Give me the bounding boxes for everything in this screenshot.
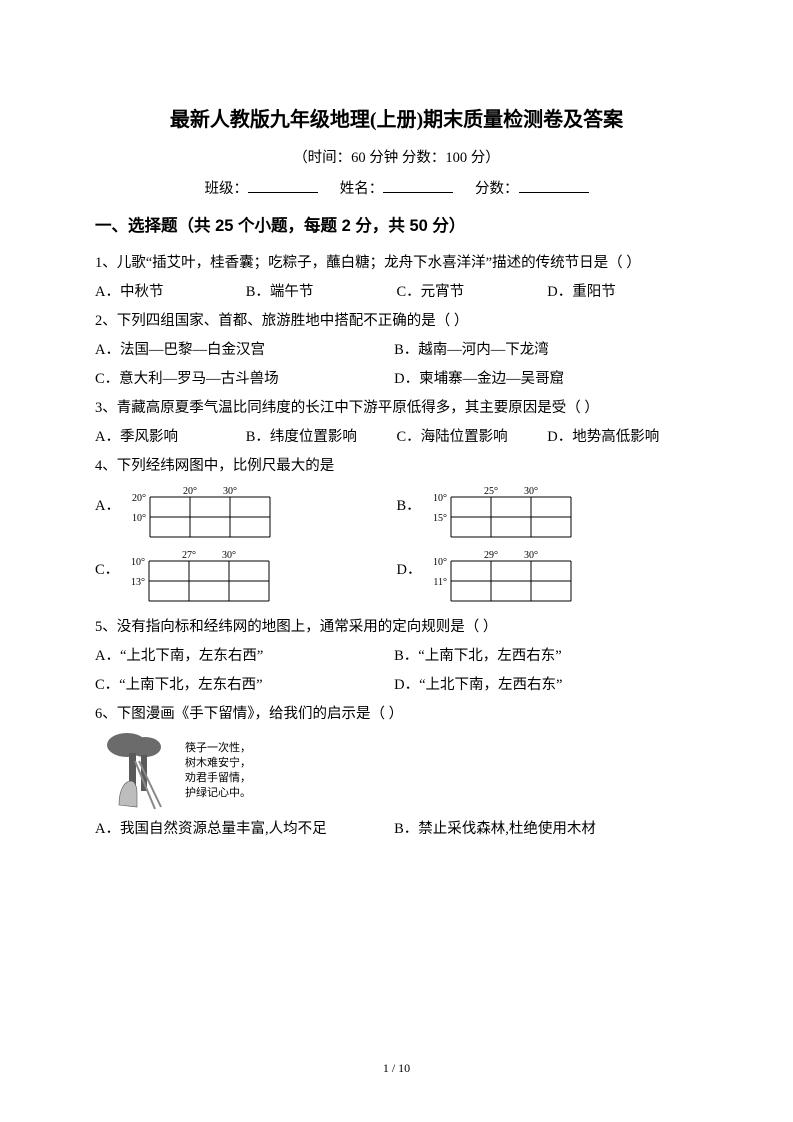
q1-opt-b[interactable]: B．端午节	[246, 278, 397, 307]
svg-text:25°: 25°	[484, 486, 498, 497]
svg-text:10°: 10°	[131, 557, 145, 568]
svg-text:15°: 15°	[433, 513, 447, 524]
q5-opt-a[interactable]: A．“上北下南，左东右西”	[95, 642, 390, 671]
page-title: 最新人教版九年级地理(上册)期末质量检测卷及答案	[95, 100, 698, 140]
score-label: 分数：	[475, 181, 519, 197]
svg-text:10°: 10°	[433, 493, 447, 504]
q1-opt-a[interactable]: A．中秋节	[95, 278, 246, 307]
svg-text:30°: 30°	[223, 486, 237, 497]
class-label: 班级：	[205, 181, 249, 197]
subtitle: （时间：60 分钟 分数：100 分）	[95, 144, 698, 173]
name-blank[interactable]	[383, 176, 453, 193]
svg-text:10°: 10°	[132, 513, 146, 524]
cartoon-icon	[105, 731, 171, 811]
q5-options: A．“上北下南，左东右西” B．“上南下北，左西右东” C．“上南下北，左东右西…	[95, 642, 698, 700]
svg-text:30°: 30°	[524, 550, 538, 561]
q2-options: A．法国—巴黎—白金汉宫 B．越南—河内—下龙湾 C．意大利—罗马—古斗兽场 D…	[95, 336, 698, 394]
class-blank[interactable]	[248, 176, 318, 193]
grid-b: 25° 30° 10° 15°	[429, 485, 579, 543]
q1-text: 1、儿歌“插艾叶，桂香囊；吃粽子，蘸白糖；龙舟下水喜洋洋”描述的传统节日是（ ）	[95, 249, 698, 278]
q6-opt-b[interactable]: B．禁止采伐森林,杜绝使用木材	[394, 815, 689, 844]
score-blank[interactable]	[519, 176, 589, 193]
q2-text: 2、下列四组国家、首都、旅游胜地中搭配不正确的是（ ）	[95, 307, 698, 336]
cartoon-caption: 筷子一次性，树木难安宁，劝君手留情，护绿记心中。	[185, 741, 251, 800]
svg-text:30°: 30°	[524, 486, 538, 497]
q4-opt-c[interactable]: C． 27° 30° 10° 13°	[95, 549, 397, 607]
grid-c: 27° 30° 10° 13°	[127, 549, 277, 607]
q4-a-label: A．	[95, 492, 120, 543]
grid-d: 29° 30° 10° 11°	[429, 549, 579, 607]
page-number: 1 / 10	[0, 1056, 793, 1080]
q3-options: A．季风影响 B．纬度位置影响 C．海陆位置影响 D．地势高低影响	[95, 423, 698, 452]
q3-opt-b[interactable]: B．纬度位置影响	[246, 423, 397, 452]
q4-opt-b[interactable]: B． 25° 30° 10° 15°	[397, 485, 699, 543]
q4-row-1: A． 20° 30° 20° 10° B． 25° 30° 10° 15°	[95, 485, 698, 543]
q5-opt-d[interactable]: D．“上北下南，左西右东”	[394, 671, 689, 700]
q3-opt-a[interactable]: A．季风影响	[95, 423, 246, 452]
q2-opt-c[interactable]: C．意大利—罗马—古斗兽场	[95, 365, 390, 394]
q2-opt-b[interactable]: B．越南—河内—下龙湾	[394, 336, 689, 365]
q3-opt-c[interactable]: C．海陆位置影响	[397, 423, 548, 452]
q4-opt-a[interactable]: A． 20° 30° 20° 10°	[95, 485, 397, 543]
section-1-heading: 一、选择题（共 25 个小题，每题 2 分，共 50 分）	[95, 210, 698, 243]
grid-a: 20° 30° 20° 10°	[128, 485, 278, 543]
svg-text:20°: 20°	[183, 486, 197, 497]
q1-opt-c[interactable]: C．元宵节	[397, 278, 548, 307]
q6-opt-a[interactable]: A．我国自然资源总量丰富,人均不足	[95, 815, 390, 844]
q1-options: A．中秋节 B．端午节 C．元宵节 D．重阳节	[95, 278, 698, 307]
q4-row-2: C． 27° 30° 10° 13° D． 29° 30° 10° 11°	[95, 549, 698, 607]
svg-text:10°: 10°	[433, 557, 447, 568]
svg-text:13°: 13°	[131, 577, 145, 588]
q4-opt-d[interactable]: D． 29° 30° 10° 11°	[397, 549, 699, 607]
q5-opt-c[interactable]: C．“上南下北，左东右西”	[95, 671, 390, 700]
svg-text:30°: 30°	[222, 550, 236, 561]
q1-opt-d[interactable]: D．重阳节	[547, 278, 698, 307]
q6-text: 6、下图漫画《手下留情》，给我们的启示是（ ）	[95, 700, 698, 729]
student-info-line: 班级： 姓名： 分数：	[95, 175, 698, 204]
q5-opt-b[interactable]: B．“上南下北，左西右东”	[394, 642, 689, 671]
q4-c-label: C．	[95, 556, 119, 607]
svg-text:27°: 27°	[182, 550, 196, 561]
svg-text:11°: 11°	[434, 577, 448, 588]
q3-text: 3、青藏高原夏季气温比同纬度的长江中下游平原低得多，其主要原因是受（ ）	[95, 394, 698, 423]
svg-text:29°: 29°	[484, 550, 498, 561]
q4-d-label: D．	[397, 556, 422, 607]
q6-options-row1: A．我国自然资源总量丰富,人均不足 B．禁止采伐森林,杜绝使用木材	[95, 815, 698, 844]
q2-opt-d[interactable]: D．柬埔寨—金边—吴哥窟	[394, 365, 689, 394]
q4-b-label: B．	[397, 492, 421, 543]
q2-opt-a[interactable]: A．法国—巴黎—白金汉宫	[95, 336, 390, 365]
q6-cartoon: 筷子一次性，树木难安宁，劝君手留情，护绿记心中。	[105, 731, 698, 811]
svg-text:20°: 20°	[132, 493, 146, 504]
q5-text: 5、没有指向标和经纬网的地图上，通常采用的定向规则是（ ）	[95, 613, 698, 642]
q3-opt-d[interactable]: D．地势高低影响	[547, 423, 698, 452]
name-label: 姓名：	[340, 181, 384, 197]
q4-text: 4、下列经纬网图中，比例尺最大的是	[95, 452, 698, 481]
